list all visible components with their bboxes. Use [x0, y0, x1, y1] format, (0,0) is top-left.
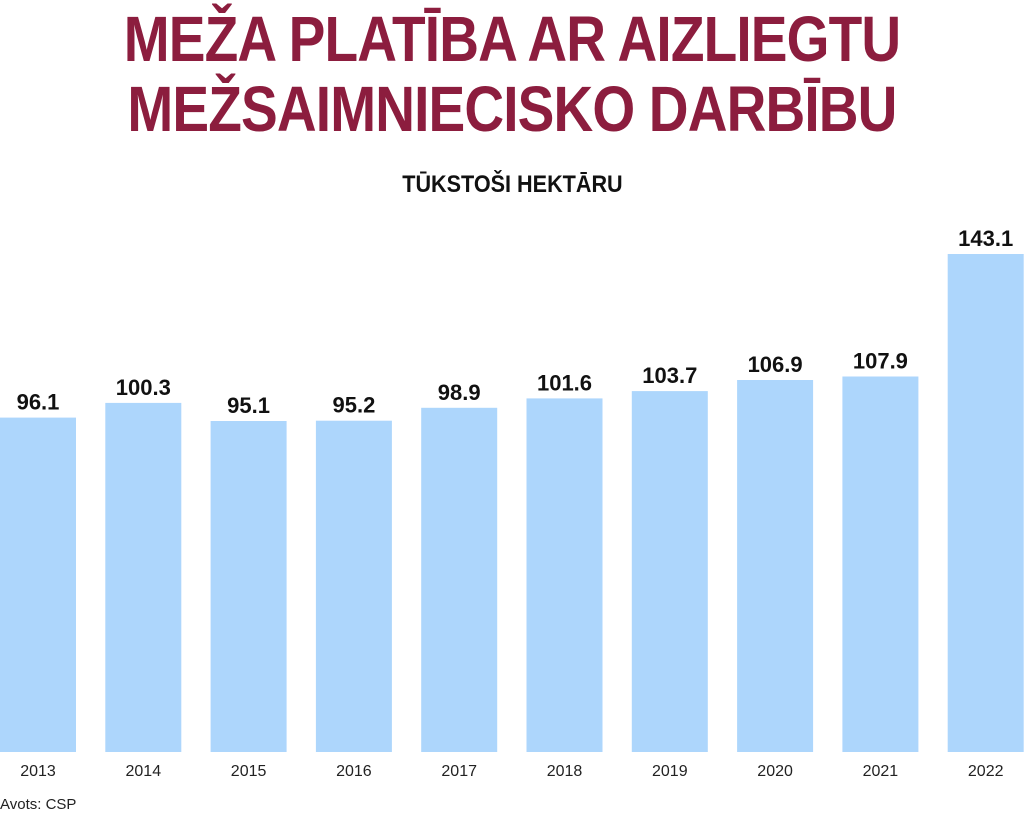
bar-2016: [315, 420, 392, 752]
bar-2014: [105, 402, 182, 752]
chart-title-line-2: MEŽSAIMNIECISKO DARBĪBU: [127, 73, 897, 145]
x-tick-2014: 2014: [126, 763, 162, 780]
value-label-2013: 96.1: [17, 390, 60, 415]
bars-group: [0, 254, 1024, 752]
bar-2021: [842, 376, 919, 752]
value-label-2014: 100.3: [116, 375, 171, 400]
value-label-2022: 143.1: [958, 226, 1013, 251]
chart-subtitle: TŪKSTOŠI HEKTĀRU: [0, 170, 1024, 200]
bar-2017: [421, 407, 498, 752]
x-axis-ticks: 2013 2014 2015 2016 2017 2018 2019 2020 2021 2022: [20, 763, 1003, 780]
x-tick-2022: 2022: [968, 763, 1004, 780]
bar-2018: [526, 398, 603, 752]
value-label-2017: 98.9: [438, 380, 481, 405]
bar-2019: [631, 391, 708, 752]
x-tick-2018: 2018: [547, 763, 583, 780]
source-note: Avots: CSP: [0, 796, 77, 813]
value-label-2019: 103.7: [642, 363, 697, 388]
x-tick-2015: 2015: [231, 763, 267, 780]
x-tick-2016: 2016: [336, 763, 372, 780]
value-labels-group: 96.1 100.3 95.1 95.2 98.9 101.6 103.7 106.9 107.…: [17, 226, 1014, 418]
x-tick-2019: 2019: [652, 763, 688, 780]
value-label-2018: 101.6: [537, 370, 592, 395]
bar-2013: [0, 417, 76, 752]
value-label-2016: 95.2: [332, 393, 375, 418]
value-label-2020: 106.9: [748, 352, 803, 377]
chart-title-line-1: MEŽA PLATĪBA AR AIZLIEGTU: [123, 3, 901, 75]
bar-2022: [947, 254, 1024, 752]
bar-2015: [210, 421, 287, 752]
chart-title: MEŽA PLATĪBA AR AIZLIEGTU MEŽSAIMNIECISK…: [0, 4, 1024, 144]
value-label-2021: 107.9: [853, 349, 908, 374]
x-tick-2017: 2017: [441, 763, 477, 780]
chart-subtitle-text: TŪKSTOŠI HEKTĀRU: [401, 171, 623, 198]
x-tick-2013: 2013: [20, 763, 56, 780]
x-tick-2020: 2020: [757, 763, 793, 780]
value-label-2015: 95.1: [227, 393, 270, 418]
x-tick-2021: 2021: [863, 763, 899, 780]
bar-2020: [737, 380, 814, 752]
